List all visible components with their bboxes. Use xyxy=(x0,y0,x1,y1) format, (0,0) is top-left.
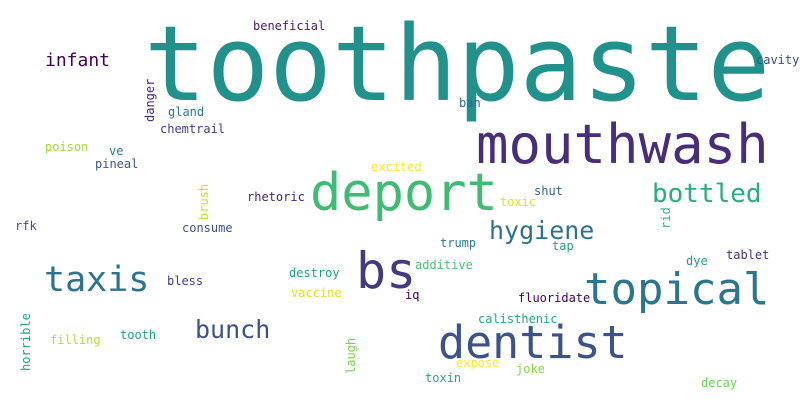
word-toxin: toxin xyxy=(425,371,462,385)
word-laugh: laugh xyxy=(344,337,358,374)
word-hygiene: hygiene xyxy=(489,216,595,245)
word-trump: trump xyxy=(440,236,477,250)
word-excited: excited xyxy=(371,160,422,174)
word-cavity: cavity xyxy=(756,53,800,67)
word-filling: filling xyxy=(50,333,101,347)
word-calisthenic: calisthenic xyxy=(478,312,558,326)
word-pineal: pineal xyxy=(95,157,139,171)
word-infant: infant xyxy=(45,50,111,71)
word-horrible: horrible xyxy=(19,313,33,371)
word-taxis: taxis xyxy=(44,260,150,300)
word-mouthwash: mouthwash xyxy=(476,113,769,176)
word-danger: danger xyxy=(143,78,157,122)
word-destroy: destroy xyxy=(289,266,340,280)
word-toxic: toxic xyxy=(500,195,537,209)
word-expose: expose xyxy=(456,356,500,370)
word-consume: consume xyxy=(182,221,233,235)
word-tablet: tablet xyxy=(726,248,770,262)
word-bless: bless xyxy=(167,274,204,288)
word-topical: topical xyxy=(584,264,770,315)
word-poison: poison xyxy=(45,140,89,154)
word-bunch: bunch xyxy=(195,315,271,344)
word-tooth: tooth xyxy=(120,328,157,342)
word-beneficial: beneficial xyxy=(253,19,326,33)
word-tap: tap xyxy=(552,239,574,253)
word-shut: shut xyxy=(534,184,563,198)
word-vaccine: vaccine xyxy=(291,286,342,300)
word-chemtrail: chemtrail xyxy=(160,122,226,136)
word-bottled: bottled xyxy=(652,179,762,209)
word-additive: additive xyxy=(415,258,473,272)
word-ve: ve xyxy=(109,144,124,158)
word-joke: joke xyxy=(516,362,545,376)
word-toothpaste: toothpaste xyxy=(144,3,771,125)
word-rhetoric: rhetoric xyxy=(247,190,305,204)
word-bs: bs xyxy=(356,242,417,300)
word-rfk: rfk xyxy=(15,219,37,233)
word-brush: brush xyxy=(197,183,211,220)
word-gland: gland xyxy=(168,105,205,119)
word-deport: deport xyxy=(310,163,498,223)
word-iq: iq xyxy=(405,288,420,302)
word-fluoridate: fluoridate xyxy=(518,291,591,305)
word-ban: ban xyxy=(459,96,481,110)
word-dye: dye xyxy=(686,254,708,268)
word-decay: decay xyxy=(701,376,738,390)
word-dentist: dentist xyxy=(438,316,628,369)
word-rid: rid xyxy=(659,207,673,229)
